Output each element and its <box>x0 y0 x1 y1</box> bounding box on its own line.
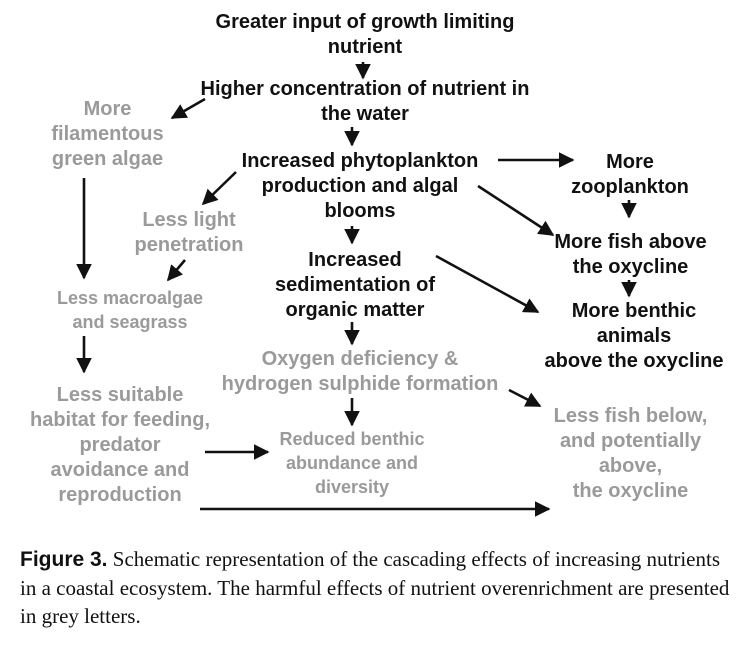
arrow-phytoplankton-to-fish-above <box>477 184 555 237</box>
node-less-macroalgae-seagrass: Less macroalgae and seagrass <box>56 288 204 332</box>
node-increased-phytoplankton: Increased phytoplankton production and a… <box>241 150 479 222</box>
node-more-zooplankton: More zooplankton <box>571 151 689 198</box>
node-more-benthic-animals: More benthic animals above the oxycline <box>544 300 724 372</box>
arrow-phytoplankton-to-less-light <box>201 171 237 206</box>
node-more-fish-above-oxycline: More fish above the oxycline <box>554 231 707 278</box>
figure-caption-text: Schematic representation of the cascadin… <box>20 547 730 628</box>
node-oxygen-deficiency: Oxygen deficiency & hydrogen sulphide fo… <box>221 348 499 395</box>
figure-caption: Figure 3. Schematic representation of th… <box>20 545 730 630</box>
node-less-light-penetration: Less light penetration <box>134 209 244 256</box>
node-more-filamentous-green-algae: More filamentous green algae <box>51 98 164 170</box>
arrow-sedimentation-to-benthic <box>435 254 540 314</box>
arrow-less-light-to-macroalgae <box>166 259 186 282</box>
node-higher-concentration: Higher concentration of nutrient in the … <box>200 78 530 125</box>
node-less-fish-below: Less fish below, and potentially above, … <box>553 405 708 502</box>
figure-caption-label: Figure 3. <box>20 548 108 571</box>
node-greater-input: Greater input of growth limiting nutrien… <box>215 11 515 58</box>
node-reduced-benthic-abundance: Reduced benthic abundance and diversity <box>279 429 425 497</box>
node-increased-sedimentation: Increased sedimentation of organic matte… <box>274 249 435 321</box>
flow-arrows <box>76 62 637 517</box>
arrow-oxygen-to-less-fish <box>508 388 542 408</box>
node-less-suitable-habitat: Less suitable habitat for feeding, preda… <box>30 384 210 506</box>
arrow-concentration-to-filamentous <box>170 97 206 120</box>
